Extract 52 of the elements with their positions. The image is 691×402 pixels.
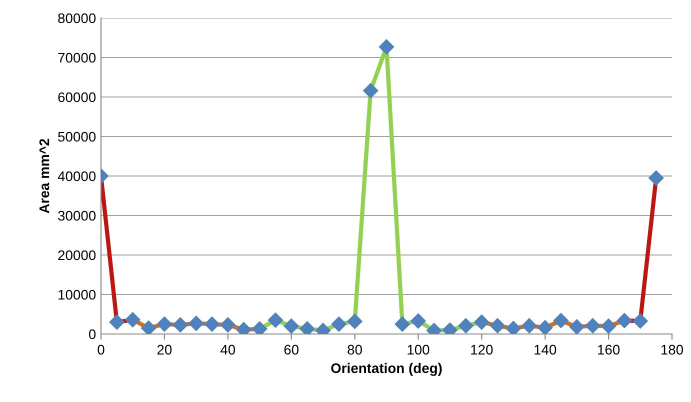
y-tick-label: 10000 <box>58 290 96 300</box>
point <box>648 170 664 186</box>
point <box>188 316 204 331</box>
x-tick-label: 60 <box>284 344 299 355</box>
point <box>284 318 299 334</box>
point <box>331 316 346 332</box>
x-tick-label: 20 <box>157 344 172 355</box>
x-tick-label: 180 <box>661 344 684 355</box>
point <box>172 317 188 332</box>
point <box>268 312 284 328</box>
x-tick-label: 120 <box>471 344 493 355</box>
y-tick-label: 60000 <box>58 92 96 102</box>
point <box>600 318 616 334</box>
point <box>156 316 172 332</box>
x-tick-label: 100 <box>408 344 430 355</box>
point <box>632 313 648 329</box>
x-tick-label: 160 <box>598 344 620 355</box>
y-tick-label: 50000 <box>58 132 96 142</box>
y-tick-label: 20000 <box>58 250 96 260</box>
y-tick-label: 30000 <box>58 210 96 221</box>
y-tick-label: 40000 <box>58 171 96 182</box>
x-tick-label: 0 <box>98 344 104 355</box>
point <box>474 314 490 330</box>
point <box>522 318 537 334</box>
point <box>394 316 410 332</box>
point <box>378 39 394 54</box>
point <box>553 313 569 328</box>
point <box>220 317 236 332</box>
point <box>300 321 315 334</box>
x-tick-label: 80 <box>348 344 362 355</box>
point <box>347 314 362 329</box>
x-axis-title: Orientation (deg) <box>331 362 442 376</box>
y-tick-label: 80000 <box>58 13 96 24</box>
point <box>410 313 426 329</box>
point <box>252 321 268 334</box>
point <box>363 83 378 98</box>
point <box>458 318 474 334</box>
point <box>109 314 124 330</box>
point <box>204 316 220 332</box>
y-axis-title: Area mm^2 <box>39 138 50 214</box>
x-tick-label: 40 <box>220 344 236 355</box>
point <box>141 320 156 334</box>
point <box>616 313 632 328</box>
y-tick-label: 70000 <box>58 52 96 63</box>
y-tick-label: 0 <box>88 329 96 340</box>
point <box>125 312 140 328</box>
point <box>490 318 506 334</box>
point <box>506 320 521 334</box>
point <box>585 318 600 334</box>
x-tick-label: 140 <box>534 344 556 355</box>
point <box>538 320 553 334</box>
point <box>569 319 584 334</box>
